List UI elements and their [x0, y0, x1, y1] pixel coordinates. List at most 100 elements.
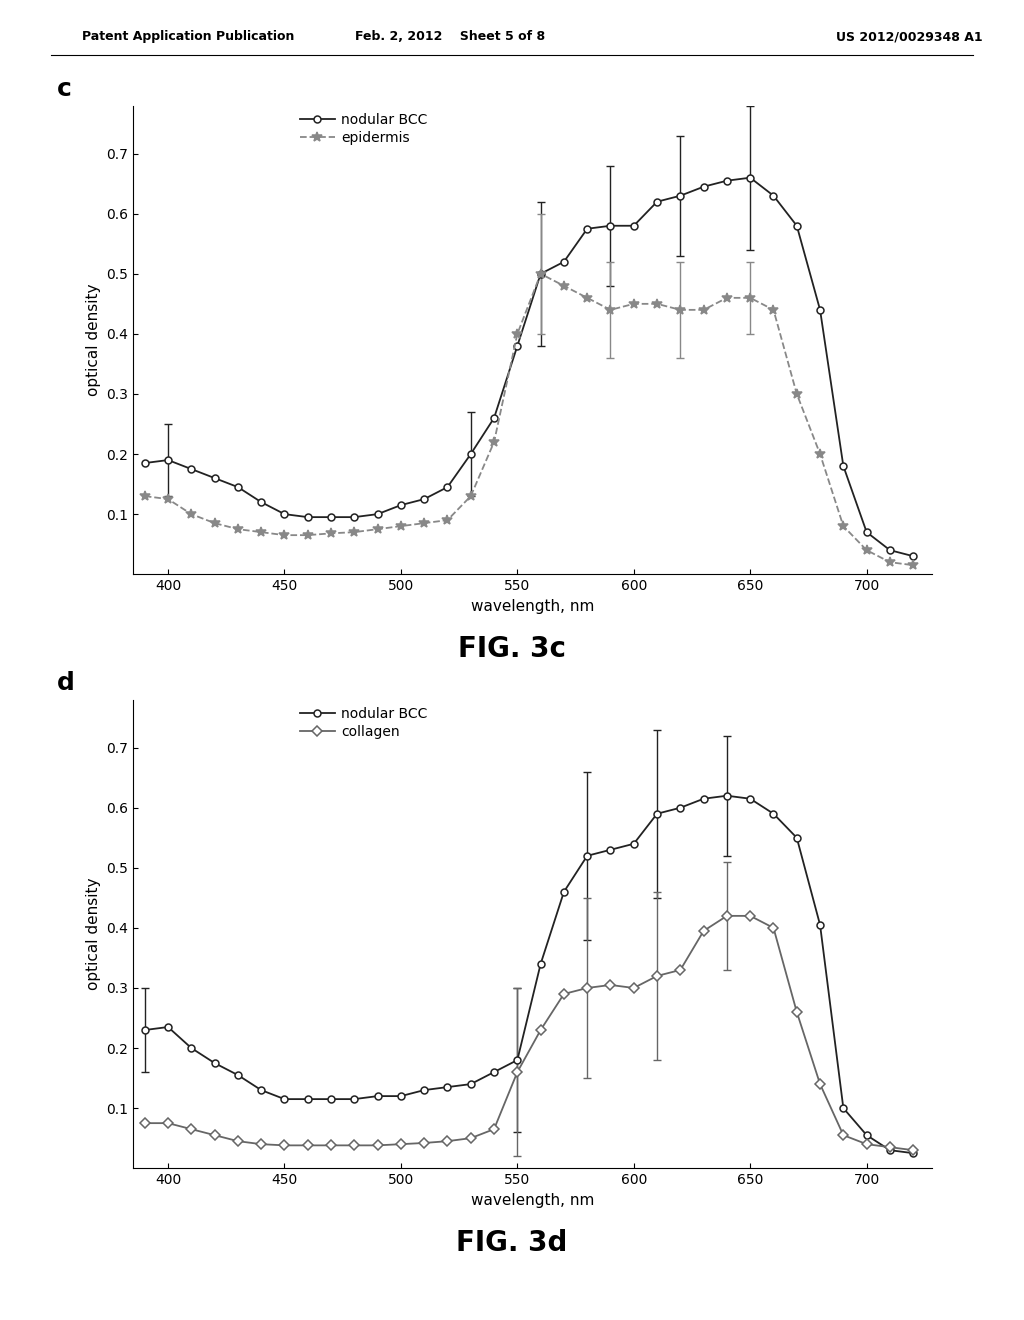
collagen	[302, 1138, 314, 1154]
nodular BCC	[465, 446, 477, 462]
nodular BCC	[441, 479, 454, 495]
epidermis	[418, 515, 430, 531]
collagen	[511, 1064, 523, 1080]
epidermis	[535, 265, 547, 281]
nodular BCC	[651, 805, 664, 821]
nodular BCC	[162, 453, 174, 469]
collagen	[581, 979, 593, 995]
nodular BCC	[209, 470, 221, 486]
epidermis	[628, 296, 640, 312]
nodular BCC	[791, 218, 803, 234]
epidermis	[581, 290, 593, 306]
nodular BCC	[884, 543, 896, 558]
nodular BCC	[767, 187, 779, 203]
epidermis	[860, 543, 872, 558]
Text: US 2012/0029348 A1: US 2012/0029348 A1	[837, 30, 983, 44]
nodular BCC	[465, 1076, 477, 1092]
epidermis	[325, 525, 337, 541]
collagen	[674, 962, 686, 978]
collagen	[744, 908, 757, 924]
epidermis	[767, 302, 779, 318]
nodular BCC	[418, 1082, 430, 1098]
collagen	[348, 1138, 360, 1154]
nodular BCC	[185, 461, 198, 477]
nodular BCC	[185, 1040, 198, 1056]
collagen	[791, 1005, 803, 1020]
nodular BCC	[628, 836, 640, 851]
Line: collagen: collagen	[141, 912, 916, 1154]
nodular BCC	[348, 1092, 360, 1107]
nodular BCC	[138, 1022, 151, 1038]
nodular BCC	[558, 253, 570, 269]
nodular BCC	[255, 1082, 267, 1098]
epidermis	[395, 519, 408, 535]
epidermis	[651, 296, 664, 312]
nodular BCC	[721, 173, 733, 189]
collagen	[255, 1137, 267, 1152]
nodular BCC	[511, 338, 523, 354]
Text: Patent Application Publication: Patent Application Publication	[82, 30, 294, 44]
nodular BCC	[814, 917, 826, 933]
collagen	[441, 1134, 454, 1150]
collagen	[884, 1139, 896, 1155]
nodular BCC	[907, 548, 920, 564]
nodular BCC	[138, 455, 151, 471]
nodular BCC	[581, 220, 593, 236]
collagen	[162, 1115, 174, 1131]
epidermis	[441, 512, 454, 528]
epidermis	[302, 527, 314, 543]
nodular BCC	[231, 1067, 244, 1082]
collagen	[138, 1115, 151, 1131]
epidermis	[255, 524, 267, 540]
epidermis	[791, 385, 803, 401]
nodular BCC	[348, 510, 360, 525]
epidermis	[838, 519, 850, 535]
nodular BCC	[302, 510, 314, 525]
nodular BCC	[302, 1092, 314, 1107]
epidermis	[372, 521, 384, 537]
nodular BCC	[744, 791, 757, 807]
collagen	[558, 986, 570, 1002]
collagen	[325, 1138, 337, 1154]
Y-axis label: optical density: optical density	[86, 878, 100, 990]
nodular BCC	[487, 411, 500, 426]
collagen	[487, 1121, 500, 1137]
nodular BCC	[907, 1146, 920, 1162]
nodular BCC	[535, 265, 547, 281]
collagen	[651, 968, 664, 983]
collagen	[604, 977, 616, 993]
Legend: nodular BCC, collagen: nodular BCC, collagen	[300, 706, 428, 739]
nodular BCC	[604, 842, 616, 858]
epidermis	[348, 524, 360, 540]
nodular BCC	[231, 479, 244, 495]
nodular BCC	[628, 218, 640, 234]
nodular BCC	[581, 847, 593, 863]
collagen	[418, 1135, 430, 1151]
collagen	[279, 1138, 291, 1154]
epidermis	[674, 302, 686, 318]
nodular BCC	[487, 1064, 500, 1080]
collagen	[628, 979, 640, 995]
collagen	[838, 1127, 850, 1143]
collagen	[209, 1127, 221, 1143]
epidermis	[604, 302, 616, 318]
collagen	[860, 1137, 872, 1152]
Legend: nodular BCC, epidermis: nodular BCC, epidermis	[300, 112, 428, 145]
epidermis	[487, 434, 500, 450]
epidermis	[209, 515, 221, 531]
Text: d: d	[57, 672, 75, 696]
collagen	[465, 1130, 477, 1146]
collagen	[231, 1134, 244, 1150]
epidermis	[279, 527, 291, 543]
epidermis	[185, 506, 198, 521]
collagen	[721, 908, 733, 924]
Text: FIG. 3c: FIG. 3c	[458, 635, 566, 664]
nodular BCC	[372, 506, 384, 521]
nodular BCC	[395, 498, 408, 513]
nodular BCC	[814, 302, 826, 318]
nodular BCC	[721, 788, 733, 804]
nodular BCC	[395, 1088, 408, 1104]
nodular BCC	[744, 170, 757, 186]
epidermis	[162, 491, 174, 507]
Text: Feb. 2, 2012    Sheet 5 of 8: Feb. 2, 2012 Sheet 5 of 8	[355, 30, 546, 44]
